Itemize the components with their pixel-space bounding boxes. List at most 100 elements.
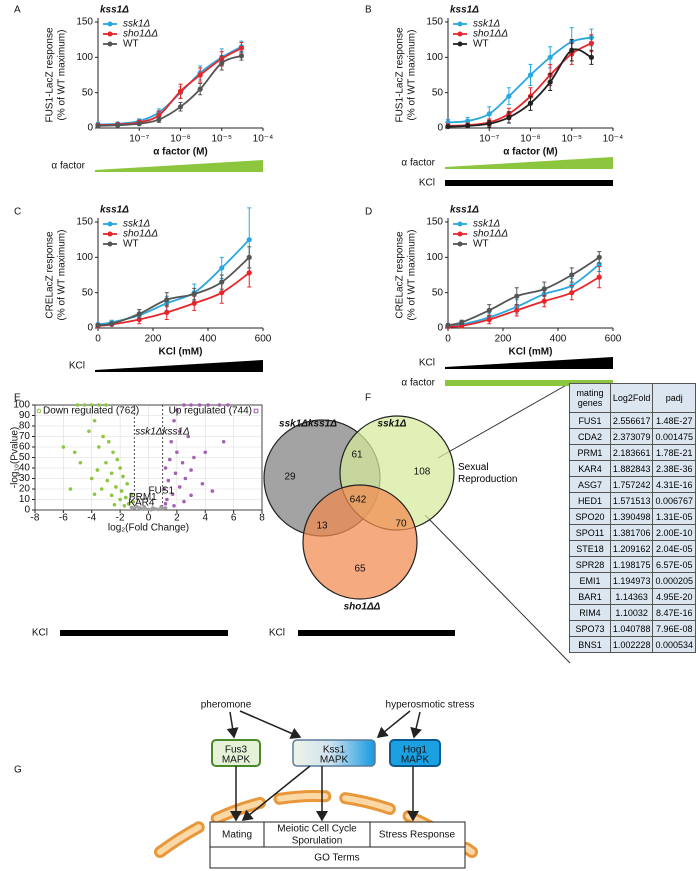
data-point — [514, 307, 520, 313]
x-tick-label: 200 — [145, 334, 162, 345]
legend-label: sho1ΔΔ — [123, 29, 158, 40]
table-cell: 1.757242 — [609, 476, 654, 493]
data-point — [219, 290, 225, 296]
data-point — [200, 481, 205, 486]
treatment-label: KCl — [32, 628, 48, 639]
data-point — [246, 254, 252, 260]
y-axis-label: FUS1-LacZ response — [395, 27, 406, 122]
table-row: SPO20 1.390498 1.31E-05 — [569, 508, 696, 525]
data-point — [99, 487, 104, 491]
data-point — [177, 485, 182, 489]
table-header: padj — [652, 383, 696, 413]
table-cell: 0.006767 — [652, 492, 696, 509]
data-point — [115, 122, 121, 128]
y-axis-label: (% of WT maximum) — [407, 230, 418, 321]
data-point — [197, 86, 203, 92]
data-point — [221, 439, 226, 444]
data-point — [514, 293, 520, 299]
data-point — [136, 121, 142, 127]
treatment-wedge — [445, 357, 613, 369]
legend-label: WT — [473, 39, 489, 50]
table-cell: SPR28 — [569, 556, 611, 573]
data-point — [142, 505, 147, 509]
data-point — [106, 439, 111, 444]
arrow — [376, 710, 411, 738]
table-cell: EMI1 — [569, 572, 611, 589]
treatment-wedge — [445, 157, 613, 169]
data-point — [166, 478, 171, 483]
treatment-label: α factor — [401, 378, 435, 389]
treatment-wedge — [95, 160, 263, 172]
data-point — [192, 455, 196, 460]
data-point — [95, 468, 100, 472]
y-axis-label: CRELacZ response — [45, 231, 56, 319]
x-tick-label: 400 — [550, 334, 567, 345]
data-point — [163, 501, 168, 506]
treatment-label: KCl — [269, 628, 285, 639]
go-term: Mating — [222, 830, 252, 841]
data-point — [167, 457, 172, 462]
y-tick-label: 40 — [19, 463, 31, 474]
data-point — [596, 254, 602, 260]
data-point — [486, 307, 492, 313]
data-point — [486, 111, 492, 117]
y-tick-label: 100 — [426, 252, 443, 263]
table-cell: 4.95E-20 — [652, 588, 696, 605]
y-axis-label: (% of WT maximum) — [57, 30, 68, 121]
data-point — [164, 297, 170, 303]
series-line — [97, 272, 250, 327]
venn-annotation: Sexual Reproduction — [458, 462, 518, 485]
y-tick-label: 50 — [432, 87, 444, 98]
y-tick-label: 0 — [87, 123, 93, 134]
table-row: BNS1 1.002228 0.000534 — [569, 636, 696, 653]
chart-title: kss1Δ — [100, 5, 129, 16]
table-row: BAR1 1.14363 4.95E-20 — [569, 588, 696, 605]
y-tick-label: 30 — [19, 473, 31, 484]
data-point — [246, 270, 252, 276]
data-point — [72, 450, 77, 455]
data-point — [173, 471, 178, 476]
table-row: FUS1 2.556617 1.48E-27 — [569, 412, 696, 429]
data-point — [126, 501, 131, 506]
data-point — [189, 403, 193, 407]
data-point — [165, 497, 169, 502]
y-tick-label: 80 — [19, 421, 31, 432]
data-point — [170, 492, 175, 497]
y-axis-label: (% of WT maximum) — [57, 230, 68, 321]
data-point — [87, 429, 91, 434]
treatment-label: α factor — [401, 158, 435, 169]
data-point — [206, 403, 210, 407]
data-point — [596, 274, 602, 280]
data-point — [114, 485, 118, 489]
table-row: SPO73 1.040788 7.96E-08 — [569, 620, 696, 637]
table-row: PRM1 2.183661 1.78E-21 — [569, 444, 696, 461]
data-point — [121, 474, 125, 479]
panel-label: F — [365, 393, 371, 404]
data-point — [105, 478, 110, 483]
data-point — [131, 499, 135, 504]
data-point — [175, 408, 179, 413]
y-tick-label: 50 — [82, 287, 94, 298]
legend-marker — [107, 221, 113, 227]
table-row: HED1 1.571513 0.006767 — [569, 492, 696, 509]
table-row: STE18 1.209162 2.04E-05 — [569, 540, 696, 557]
data-point — [149, 507, 154, 512]
data-point — [68, 487, 73, 491]
kinase-box — [389, 739, 441, 767]
legend-label: WT — [473, 239, 489, 250]
table-cell: 2.38E-36 — [652, 460, 696, 477]
data-point — [95, 322, 101, 328]
y-tick-label: 150 — [426, 217, 443, 228]
x-tick-label: 0 — [95, 334, 101, 345]
table-cell: 1.209162 — [609, 540, 654, 557]
y-tick-label: 20 — [19, 484, 31, 495]
x-tick-label: 10⁻⁶ — [170, 134, 191, 145]
treatment-label: α factor — [51, 161, 85, 172]
x-tick-label: 6 — [231, 513, 237, 524]
chart-title: kss1Δ — [450, 205, 479, 216]
data-point — [182, 499, 186, 504]
data-point — [547, 79, 553, 85]
go-term: Sporulation — [292, 836, 343, 847]
treatment-bar — [445, 380, 613, 386]
